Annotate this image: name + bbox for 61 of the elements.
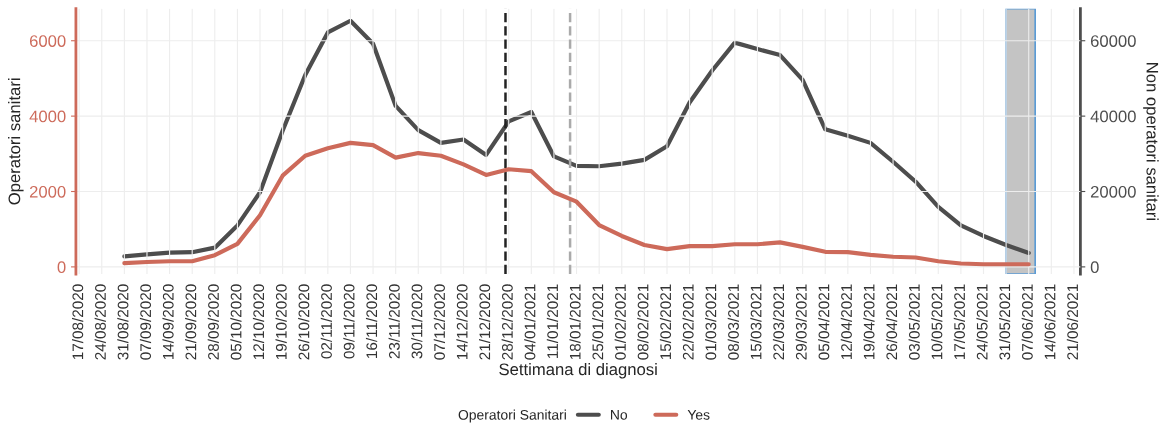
- x-tick-label: 09/11/2020: [343, 284, 355, 359]
- legend-label: No: [611, 410, 628, 420]
- x-tick-label: 31/08/2020: [117, 284, 129, 360]
- x-tick-label: 24/08/2020: [94, 284, 106, 360]
- x-tick-label: 22/02/2021: [682, 284, 694, 360]
- y-axis-title: Operatori sanitari: [8, 78, 24, 205]
- x-tick-label: 05/10/2020: [230, 284, 242, 360]
- legend-label: Yes: [687, 410, 710, 420]
- y-tick-label: 2000: [29, 185, 66, 198]
- x-tick-label: 07/06/2021: [1021, 284, 1033, 360]
- y2-axis-title: Non operatori sanitari: [1143, 63, 1159, 220]
- y2-tick-label: 60000: [1090, 35, 1136, 47]
- x-tick-label: 30/11/2020: [411, 284, 423, 359]
- x-tick-label: 12/04/2021: [840, 284, 852, 360]
- y2-tick-label: 40000: [1090, 110, 1136, 123]
- x-tick-label: 17/05/2021: [953, 284, 965, 360]
- x-tick-label: 18/01/2021: [569, 284, 581, 360]
- x-tick-label: 01/03/2021: [705, 284, 717, 360]
- x-tick-label: 17/08/2020: [72, 284, 84, 360]
- x-tick-label: 02/11/2020: [320, 284, 332, 359]
- x-tick-label: 14/06/2021: [1044, 284, 1056, 360]
- x-tick-label: 15/02/2021: [659, 284, 672, 360]
- x-tick-label: 25/01/2021: [592, 284, 604, 360]
- x-tick-label: 29/03/2021: [795, 284, 807, 360]
- x-tick-label: 07/12/2020: [433, 284, 445, 360]
- x-tick-label: 03/05/2021: [908, 284, 920, 360]
- x-tick-label: 21/12/2020: [478, 284, 491, 360]
- x-tick-label: 23/11/2020: [388, 284, 400, 359]
- y-tick-label: 6000: [29, 35, 66, 47]
- x-tick-label: 11/01/2021: [546, 284, 559, 358]
- x-tick-label: 01/02/2021: [614, 284, 626, 360]
- line-series: [122, 18, 1031, 259]
- x-tick-label: 19/04/2021: [863, 284, 875, 360]
- x-tick-label: 07/09/2020: [139, 284, 152, 360]
- x-tick-label: 04/01/2021: [524, 284, 536, 360]
- x-tick-label: 16/11/2020: [365, 284, 378, 358]
- y-tick-label: 4000: [29, 110, 66, 123]
- x-tick-label: 24/05/2021: [976, 284, 988, 360]
- x-tick-label: 10/05/2021: [931, 284, 943, 360]
- x-tick-label: 28/09/2020: [207, 284, 219, 360]
- x-tick-label: 05/04/2021: [818, 284, 830, 360]
- x-tick-label: 26/10/2020: [298, 284, 310, 360]
- x-tick-label: 08/03/2021: [727, 284, 739, 360]
- x-tick-label: 15/03/2021: [750, 284, 762, 360]
- x-tick-label: 14/09/2020: [162, 284, 174, 360]
- x-tick-label: 21/09/2020: [185, 284, 197, 360]
- x-tick-label: 19/10/2020: [275, 284, 287, 360]
- line-series: [122, 140, 1031, 267]
- x-tick-label: 31/05/2021: [998, 284, 1011, 360]
- x-axis-title: Settimana di diagnosi: [499, 363, 657, 379]
- x-tick-label: 08/02/2021: [637, 284, 649, 360]
- y2-tick-label: 0: [1090, 261, 1099, 274]
- y2-tick-label: 20000: [1090, 185, 1136, 198]
- x-tick-label: 26/04/2021: [885, 284, 898, 360]
- x-tick-label: 21/06/2021: [1066, 284, 1079, 360]
- x-tick-label: 12/10/2020: [252, 284, 265, 360]
- legend-title: Operatori Sanitari: [458, 409, 566, 423]
- x-tick-label: 28/12/2020: [501, 284, 513, 360]
- x-tick-label: 14/12/2020: [456, 284, 468, 360]
- x-tick-label: 22/03/2021: [772, 284, 785, 360]
- y-tick-label: 0: [57, 261, 66, 274]
